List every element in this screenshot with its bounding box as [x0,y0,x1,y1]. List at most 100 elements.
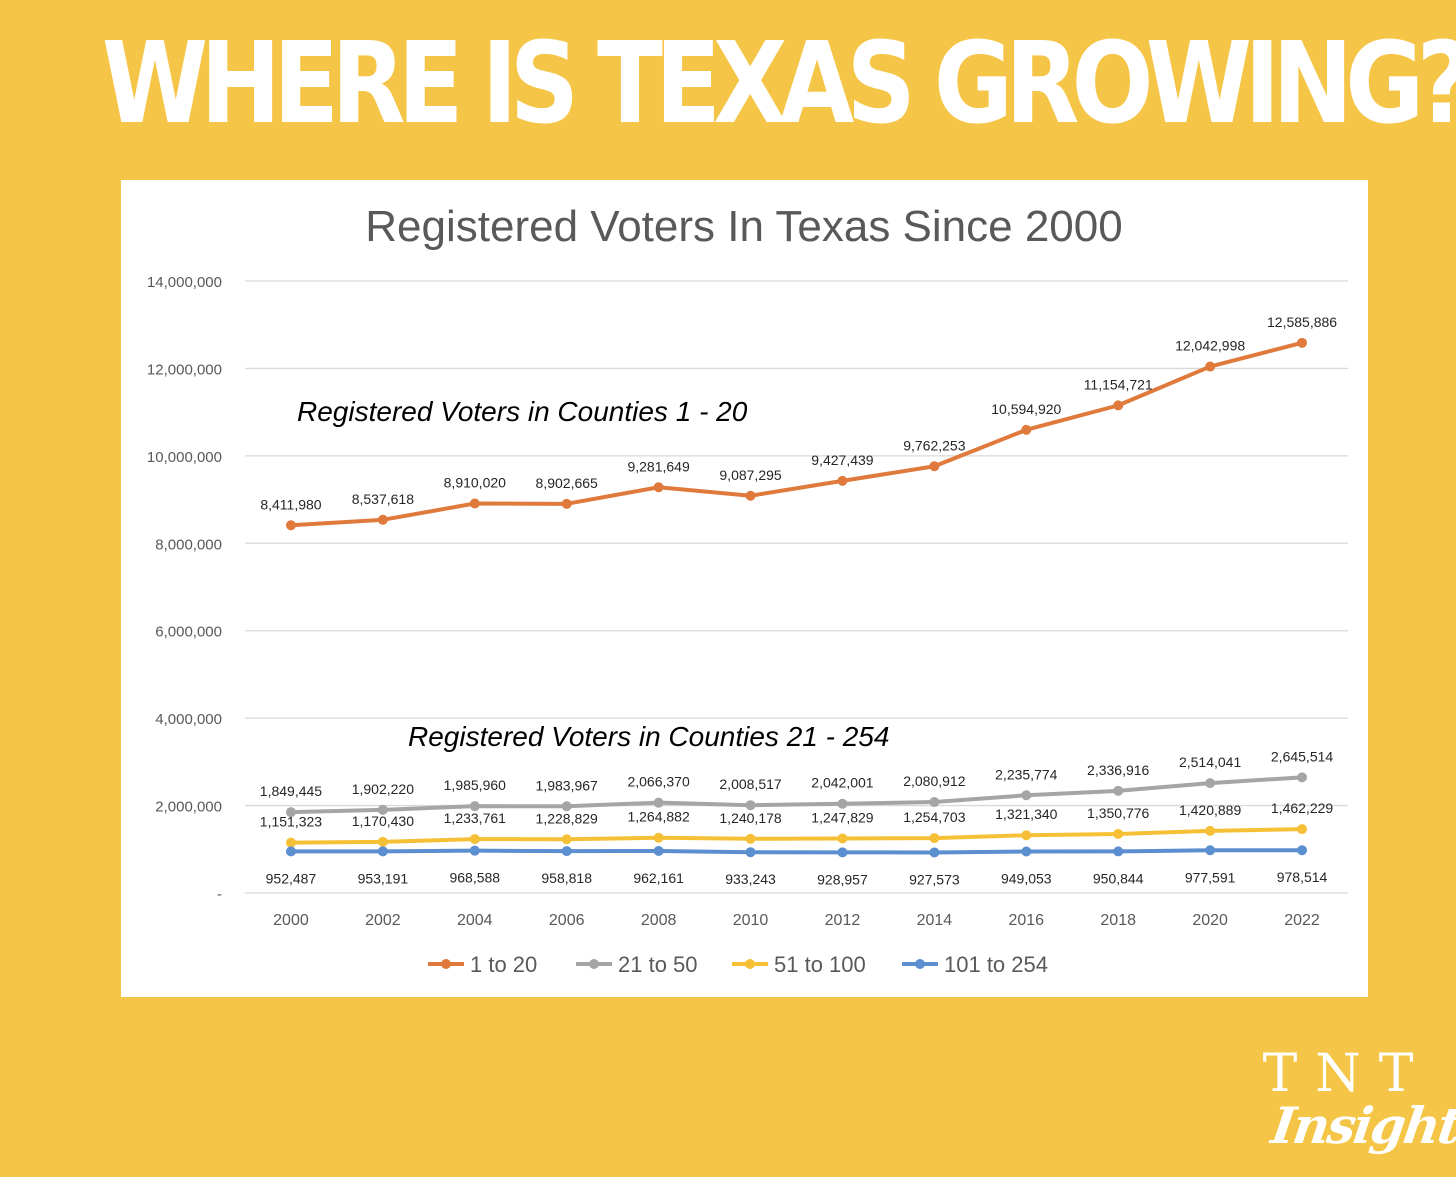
data-point [285,837,296,848]
brand-logo: TNT Insights [1262,1044,1456,1156]
y-tick-label: 12,000,000 [147,361,222,378]
data-point [745,833,756,844]
data-point [1205,845,1216,856]
data-point [469,845,480,856]
data-label: 12,042,998 [1175,338,1245,354]
data-label: 933,243 [725,871,776,887]
y-tick-label: 8,000,000 [155,536,222,553]
data-label: 8,910,020 [444,475,506,491]
data-label: 927,573 [909,871,960,887]
data-point [1297,772,1308,783]
data-label: 9,762,253 [903,437,965,453]
data-label: 9,281,649 [627,458,689,474]
y-tick-label: 14,000,000 [147,274,222,291]
data-label: 1,233,761 [444,810,506,826]
data-label: 978,514 [1277,869,1328,885]
data-point [469,498,480,509]
data-label: 12,585,886 [1267,314,1337,330]
x-tick-label: 2000 [273,912,309,929]
series-line-4 [288,848,1305,855]
x-tick-label: 2018 [1100,912,1136,929]
data-point [1021,846,1032,857]
data-label: 1,247,829 [811,809,873,825]
x-tick-label: 2012 [825,912,861,929]
data-label: 952,487 [266,870,317,886]
legend-marker [915,959,925,969]
data-label: 2,080,912 [903,773,965,789]
legend-label: 101 to 254 [944,952,1048,977]
y-tick-label: 6,000,000 [155,624,222,641]
series-line-1 [288,340,1305,528]
data-point [377,836,388,847]
data-label: 2,336,916 [1087,762,1149,778]
y-tick-label: - [217,886,222,903]
data-point [377,804,388,815]
data-point [1021,790,1032,801]
data-label: 9,427,439 [811,452,873,468]
data-point [561,846,572,857]
data-label: 977,591 [1185,869,1236,885]
data-point [377,514,388,525]
legend-label: 51 to 100 [774,952,866,977]
data-label: 11,154,721 [1084,376,1153,392]
x-tick-label: 2022 [1284,912,1320,929]
data-point [1113,828,1124,839]
data-point [1205,825,1216,836]
data-label: 2,066,370 [627,774,689,790]
data-label: 1,228,829 [536,810,598,826]
data-point [1113,846,1124,857]
headline: WHERE IS TEXAS GROWING? [101,19,1456,149]
data-label: 962,161 [633,870,684,886]
x-tick-label: 2014 [917,912,953,929]
data-point [653,845,664,856]
data-label: 10,594,920 [991,401,1061,417]
data-label: 950,844 [1093,870,1144,886]
legend-marker [441,959,451,969]
y-tick-label: 10,000,000 [147,449,222,466]
data-point [1113,400,1124,411]
data-label: 1,420,889 [1179,802,1241,818]
data-point [1205,361,1216,372]
data-label: 2,514,041 [1179,754,1241,770]
data-point [377,846,388,857]
chart-title: Registered Voters In Texas Since 2000 [365,202,1122,251]
data-label: 1,983,967 [536,777,598,793]
data-label: 8,902,665 [536,475,598,491]
data-point [929,461,940,472]
data-point [929,833,940,844]
y-tick-label: 4,000,000 [155,711,222,728]
data-label: 928,957 [817,871,868,887]
data-point [1021,830,1032,841]
data-point [469,834,480,845]
data-point [653,482,664,493]
brand-logo-tnt: TNT [1262,1044,1432,1104]
data-point [285,807,296,818]
data-label: 953,191 [358,870,409,886]
data-point [745,800,756,811]
data-label: 2,235,774 [995,766,1057,782]
x-tick-label: 2020 [1192,912,1228,929]
x-tick-label: 2006 [549,912,585,929]
data-point [653,797,664,808]
data-point [745,490,756,501]
series-line-3 [288,827,1305,845]
data-label: 8,537,618 [352,491,414,507]
chart-annotation: Registered Voters in Counties 21 - 254 [408,721,889,752]
data-label: 1,350,776 [1087,805,1149,821]
line-chart: Registered Voters In Texas Since 2000 - 2,… [147,202,1348,977]
data-point [1205,778,1216,789]
data-label: 949,053 [1001,871,1052,887]
data-label: 1,254,703 [903,809,965,825]
data-point [653,832,664,843]
data-label: 1,985,960 [444,777,506,793]
x-tick-label: 2004 [457,912,493,929]
y-tick-label: 2,000,000 [155,799,222,816]
data-point [469,801,480,812]
data-label: 9,087,295 [719,467,781,483]
data-label: 1,902,220 [352,781,414,797]
data-point [929,847,940,858]
legend-label: 1 to 20 [470,952,537,977]
data-label: 1,264,882 [627,809,689,825]
x-tick-label: 2008 [641,912,677,929]
data-label: 8,411,980 [260,496,321,512]
